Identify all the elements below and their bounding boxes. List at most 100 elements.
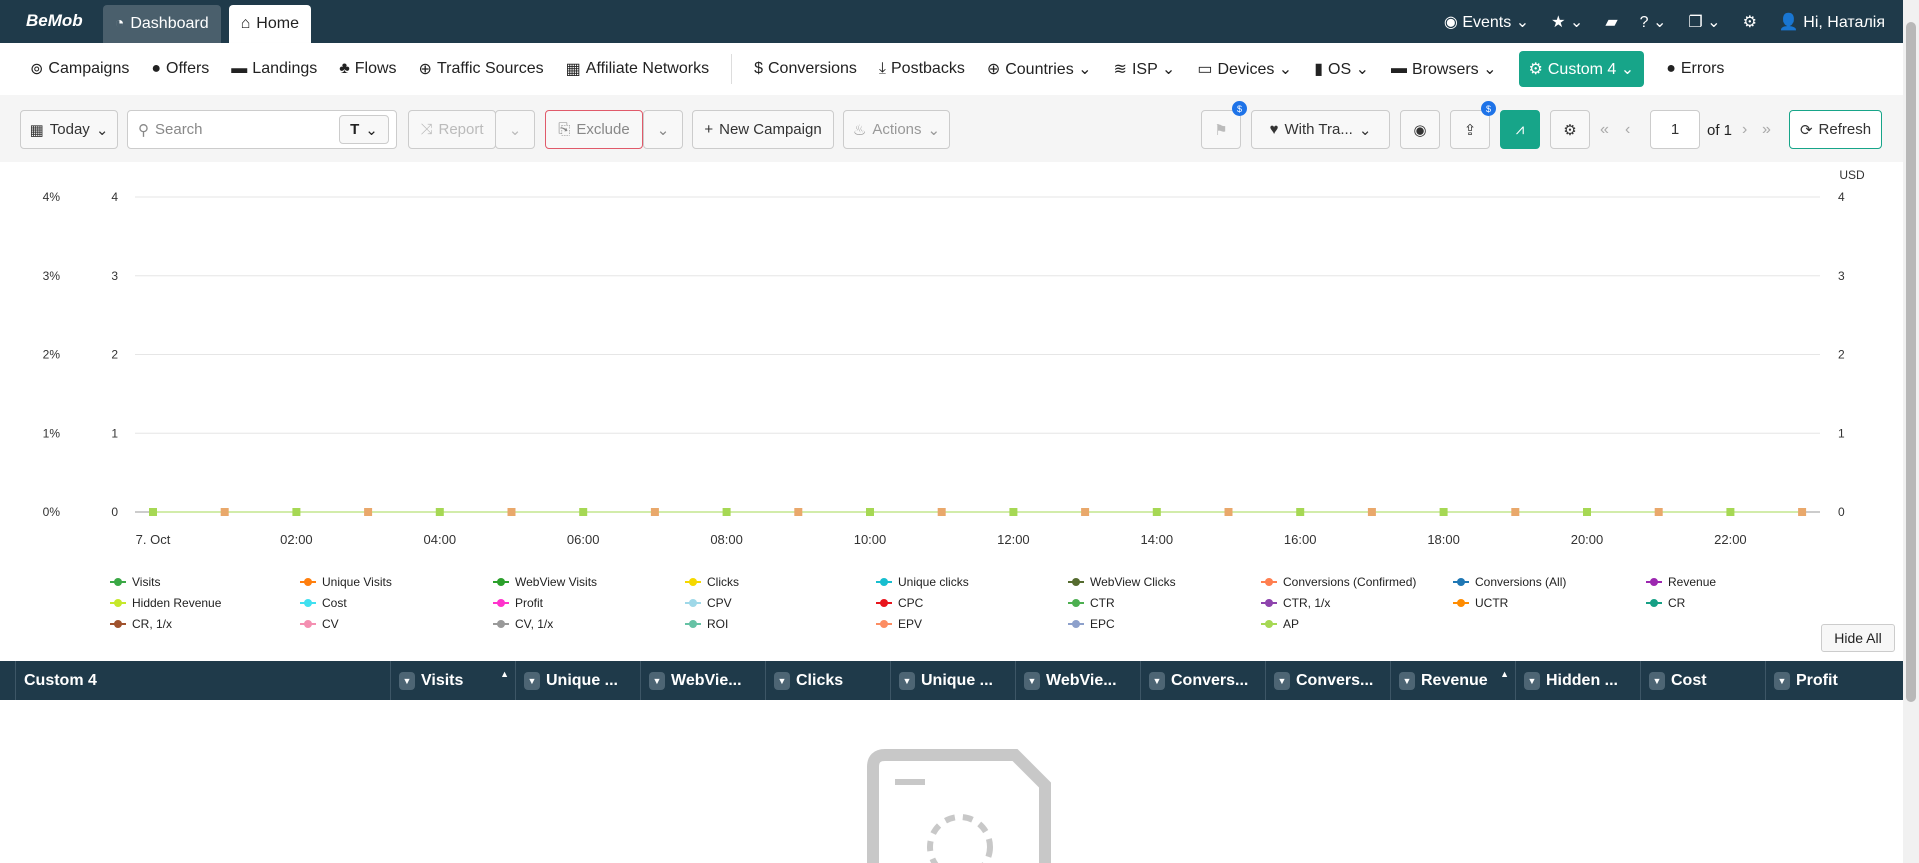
nav-item-devices[interactable]: ▭ Devices ⌄	[1197, 59, 1292, 79]
legend-item[interactable]: Visits	[110, 575, 160, 589]
legend-item[interactable]: WebView Visits	[493, 575, 597, 589]
hide-all-button[interactable]: Hide All	[1821, 624, 1895, 652]
nav-item-errors[interactable]: ● Errors	[1666, 60, 1724, 78]
filter-icon[interactable]: ▼	[399, 671, 415, 690]
column-header[interactable]: Custom 4	[15, 661, 390, 700]
data-point[interactable]	[1009, 508, 1018, 516]
legend-item[interactable]: CPV	[685, 596, 732, 610]
filter-icon[interactable]: ▼	[524, 671, 540, 690]
data-point[interactable]	[220, 508, 229, 516]
sort-icon[interactable]: ▲	[1500, 669, 1509, 679]
data-point[interactable]	[794, 508, 803, 516]
report-dropdown[interactable]: ⌄	[495, 110, 535, 149]
column-header[interactable]: ▼ Unique ...	[515, 661, 640, 700]
data-point[interactable]	[1511, 508, 1520, 516]
data-point[interactable]	[1654, 508, 1663, 516]
exclude-dropdown[interactable]: ⌄	[643, 110, 683, 149]
legend-item[interactable]: Clicks	[685, 575, 739, 589]
nav-item-flows[interactable]: ♣ Flows	[339, 60, 396, 78]
data-point[interactable]	[937, 508, 946, 516]
filter-icon[interactable]: ▼	[1274, 671, 1290, 690]
data-point[interactable]	[1798, 508, 1807, 516]
legend-item[interactable]: Unique clicks	[876, 575, 969, 589]
data-point[interactable]	[149, 508, 157, 516]
legend-item[interactable]: EPV	[876, 617, 922, 631]
column-header[interactable]: ▼ WebVie...	[640, 661, 765, 700]
legend-item[interactable]: CV, 1/x	[493, 617, 553, 631]
nav-item-campaigns[interactable]: ⊚ Campaigns	[30, 59, 129, 79]
bemob-logo[interactable]: BeMob	[26, 11, 83, 30]
date-range-button[interactable]: ▦ Today ⌄	[20, 110, 118, 149]
nav-item-traffic-sources[interactable]: ⊕ Traffic Sources	[419, 59, 544, 79]
events-menu[interactable]: ◉ Events ⌄	[1443, 13, 1530, 31]
first-page-icon[interactable]: «	[1600, 121, 1609, 138]
filter-icon[interactable]: ▼	[649, 671, 665, 690]
legend-item[interactable]: Unique Visits	[300, 575, 392, 589]
legend-item[interactable]: Conversions (All)	[1453, 575, 1566, 589]
column-header[interactable]: ▼ Clicks	[765, 661, 890, 700]
search-type-select[interactable]: T ⌄	[339, 115, 389, 144]
tab-dashboard[interactable]: ◔ Dashboard	[102, 5, 221, 43]
data-point[interactable]	[722, 508, 731, 516]
legend-item[interactable]: WebView Clicks	[1068, 575, 1176, 589]
nav-item-affiliate-networks[interactable]: ▦ Affiliate Networks	[566, 59, 709, 79]
filter-icon[interactable]: ▼	[1024, 671, 1040, 690]
data-point[interactable]	[1439, 508, 1448, 516]
legend-item[interactable]: Hidden Revenue	[110, 596, 221, 610]
exclude-button[interactable]: ⎘ Exclude	[545, 110, 643, 149]
share-button[interactable]: ⇪ $	[1450, 101, 1496, 149]
legend-item[interactable]: CPC	[876, 596, 923, 610]
data-point[interactable]	[507, 508, 516, 516]
legend-item[interactable]: Conversions (Confirmed)	[1261, 575, 1416, 589]
nav-item-countries[interactable]: ⊕ Countries ⌄	[987, 59, 1092, 79]
legend-item[interactable]: CTR, 1/x	[1261, 596, 1330, 610]
nav-item-isp[interactable]: ≋ ISP ⌄	[1114, 59, 1176, 79]
settings-button[interactable]: ⚙	[1550, 110, 1590, 149]
column-header[interactable]: ▼ Revenue ▲	[1390, 661, 1515, 700]
legend-item[interactable]: CTR	[1068, 596, 1115, 610]
filter-icon[interactable]: ▼	[899, 671, 915, 690]
nav-item-landings[interactable]: ▬ Landings	[231, 60, 317, 78]
column-header[interactable]: ▼ Convers...	[1265, 661, 1390, 700]
data-point[interactable]	[364, 508, 373, 516]
legend-item[interactable]: CV	[300, 617, 339, 631]
filter-icon[interactable]: ▼	[1649, 671, 1665, 690]
column-header[interactable]: ▼ Visits ▲	[390, 661, 515, 700]
nav-item-conversions[interactable]: $ Conversions	[754, 60, 857, 78]
new-campaign-button[interactable]: + New Campaign	[692, 110, 834, 149]
filter-icon[interactable]: ▼	[1774, 671, 1790, 690]
legend-item[interactable]: AP	[1261, 617, 1299, 631]
traffic-filter-select[interactable]: ♥ With Tra... ⌄	[1251, 110, 1390, 149]
scrollbar-thumb[interactable]	[1906, 22, 1916, 702]
nav-item-custom-4[interactable]: ⚙ Custom 4 ⌄	[1518, 51, 1645, 87]
data-point[interactable]	[1296, 508, 1305, 516]
next-page-icon[interactable]: ›	[1742, 121, 1748, 138]
prev-page-icon[interactable]: ‹	[1625, 121, 1631, 138]
legend-item[interactable]: UCTR	[1453, 596, 1508, 610]
column-header[interactable]: ▼ Cost	[1640, 661, 1765, 700]
legend-item[interactable]: Revenue	[1646, 575, 1716, 589]
filter-icon[interactable]: ▼	[774, 671, 790, 690]
data-point[interactable]	[1224, 508, 1233, 516]
data-point[interactable]	[1081, 508, 1090, 516]
filter-icon[interactable]: ▼	[1149, 671, 1165, 690]
legend-item[interactable]: CR, 1/x	[110, 617, 172, 631]
chart-toggle-button[interactable]: ⩘	[1500, 110, 1540, 149]
data-point[interactable]	[1152, 508, 1161, 516]
data-point[interactable]	[650, 508, 659, 516]
column-header[interactable]: ▼ Hidden ...	[1515, 661, 1640, 700]
sort-icon[interactable]: ▲	[500, 669, 509, 679]
chat-icon[interactable]: ▰	[1605, 13, 1618, 31]
data-point[interactable]	[1583, 508, 1591, 516]
page-input[interactable]: 1	[1650, 110, 1700, 149]
data-point[interactable]	[866, 508, 874, 516]
legend-item[interactable]: CR	[1646, 596, 1685, 610]
actions-button[interactable]: ♨ Actions ⌄	[843, 110, 950, 149]
user-menu[interactable]: 👤 Hi, Наталія	[1778, 13, 1885, 31]
column-header[interactable]: ▼ Unique ...	[890, 661, 1015, 700]
filter-icon[interactable]: ▼	[1399, 671, 1415, 690]
flag-button[interactable]: ⚑ $	[1201, 101, 1247, 149]
data-point[interactable]	[1367, 508, 1376, 516]
data-point[interactable]	[1726, 508, 1735, 516]
filter-icon[interactable]: ▼	[1524, 671, 1540, 690]
